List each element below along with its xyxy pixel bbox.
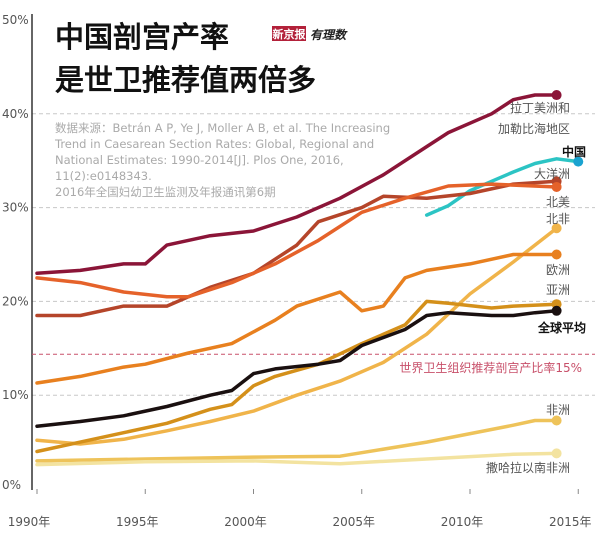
gridlines	[32, 113, 595, 396]
series-label: 中国	[562, 144, 586, 159]
series-line	[35, 226, 559, 446]
x-tick-label: 1995年	[116, 515, 159, 529]
series-line	[35, 93, 559, 276]
source-line: Trend in Caesarean Section Rates: Global…	[54, 137, 374, 151]
logo: 新京报 有理数	[272, 26, 348, 42]
series-lines	[35, 90, 584, 467]
logo-xinjingbao: 新京报	[273, 27, 307, 41]
x-tick-label: 1990年	[8, 515, 51, 529]
source-note: 数据来源：Betrán A P, Ye J, Moller A B, et al…	[54, 121, 390, 199]
series-line	[35, 252, 559, 385]
y-tick-label: 30%	[2, 201, 29, 215]
series-line	[35, 309, 559, 428]
series-end-dot	[551, 90, 562, 101]
series-line	[35, 182, 559, 299]
series-label: 撒哈拉以南非洲	[486, 460, 570, 475]
series-line	[424, 157, 581, 217]
x-tick-label: 2005年	[332, 515, 375, 529]
series-end-dot	[551, 415, 562, 426]
y-tick-label: 0%	[2, 478, 21, 492]
source-line: 2016年全国妇幼卫生监测及年报通讯第6期	[55, 185, 276, 199]
series-label: 北非	[546, 212, 570, 226]
series-label: 北美	[546, 195, 570, 209]
y-tick-label: 50%	[2, 13, 29, 27]
x-tick-label: 2000年	[224, 515, 267, 529]
series-label: 欧洲	[546, 263, 570, 277]
series-line	[35, 179, 559, 318]
series-end-dot	[551, 448, 562, 459]
y-tick-label: 10%	[2, 388, 29, 402]
series-label: 亚洲	[546, 283, 570, 297]
series-end-dot	[573, 156, 584, 167]
x-tick-label: 2015年	[549, 515, 592, 529]
who-reference-line: 世界卫生组织推荐剖宫产比率15%	[32, 353, 595, 375]
title-line-1: 中国剖宫产率	[55, 20, 229, 54]
series-end-dot	[551, 181, 562, 192]
series-label: 拉丁美洲和	[510, 100, 570, 115]
y-tick-label: 40%	[2, 107, 29, 121]
x-tick-label: 2010年	[441, 515, 484, 529]
logo-youlishu: 有理数	[310, 28, 348, 42]
series-label: 大洋洲	[534, 166, 570, 181]
series-label: 全球平均	[537, 320, 586, 335]
series-line	[35, 418, 559, 463]
series-end-dot	[551, 305, 562, 316]
series-label: 非洲	[546, 403, 570, 417]
y-tick-labels: 0% 10% 20% 30% 40% 50%	[2, 13, 29, 492]
y-tick-label: 20%	[2, 294, 29, 308]
reference-label: 世界卫生组织推荐剖宫产比率15%	[399, 360, 582, 375]
series-end-dot	[551, 249, 562, 260]
source-line: 数据来源：Betrán A P, Ye J, Moller A B, et al…	[55, 121, 390, 135]
title-line-2: 是世卫推荐值两倍多	[55, 63, 316, 97]
series-line	[35, 299, 559, 454]
series-end-dot	[551, 223, 562, 234]
series-line	[35, 451, 559, 467]
source-line: 11(2):e0148343.	[55, 169, 152, 183]
x-tick-labels: 1990年 1995年 2000年 2005年 2010年 2015年	[8, 489, 592, 529]
series-label: 加勒比海地区	[498, 121, 570, 136]
source-line: National Estimates: 1990-2014[J]. Plos O…	[55, 153, 344, 167]
